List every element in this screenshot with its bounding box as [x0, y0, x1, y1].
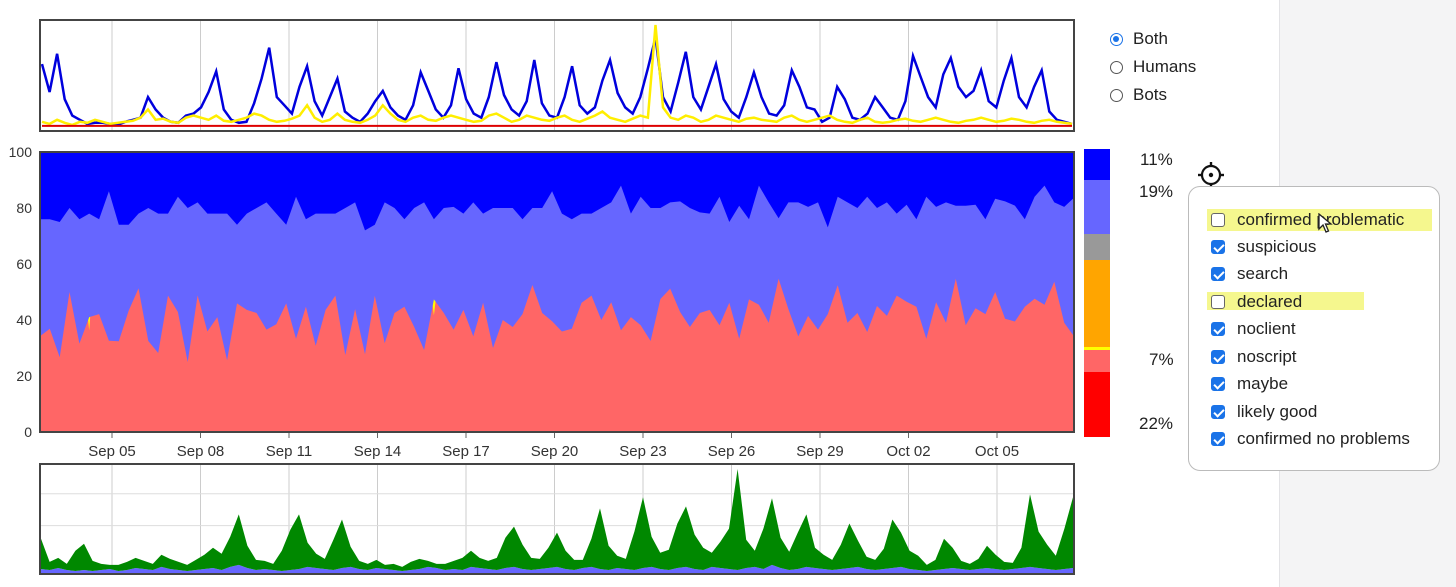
x-tick-label: Sep 14 — [354, 443, 402, 460]
radio-humans[interactable] — [1110, 60, 1123, 74]
x-tick-label: Sep 05 — [88, 443, 136, 460]
legend-pct-2: 19% — [1139, 182, 1174, 201]
y-tick-label: 40 — [16, 312, 32, 328]
bot-series-area — [41, 564, 1073, 573]
radio-bots[interactable] — [1110, 88, 1123, 102]
view-toggle: Both Humans Bots — [1110, 25, 1196, 109]
mid-chart-frame — [39, 151, 1075, 433]
radio-row-both[interactable]: Both — [1110, 25, 1196, 53]
mid-series-area — [40, 152, 1074, 362]
radio-label-both: Both — [1133, 29, 1168, 48]
highlight-declared — [1207, 292, 1364, 310]
filter-noscript[interactable]: noscript — [1211, 345, 1297, 369]
y-tick-label: 80 — [16, 200, 32, 216]
radio-label-humans: Humans — [1133, 57, 1197, 76]
checkbox-confirmed-no-problems[interactable] — [1211, 432, 1225, 446]
radio-label-bots: Bots — [1133, 85, 1168, 104]
mid-series-area — [40, 152, 1074, 231]
top-series-line — [41, 24, 1073, 127]
legend-pct-4: 22% — [1139, 414, 1174, 433]
filter-confirmed-no-problems[interactable]: confirmed no problems — [1211, 427, 1410, 451]
x-tick-label: Oct 05 — [975, 443, 1019, 460]
radio-row-bots[interactable]: Bots — [1110, 81, 1196, 109]
x-tick-label: Oct 02 — [886, 443, 930, 460]
filter-declared[interactable]: declared — [1211, 290, 1302, 314]
checkbox-likely-good[interactable] — [1211, 405, 1225, 419]
filter-noclient[interactable]: noclient — [1211, 317, 1296, 341]
x-tick-label: Sep 11 — [266, 443, 312, 460]
filter-label: suspicious — [1237, 237, 1317, 256]
top-chart-frame — [39, 19, 1075, 132]
legend-band — [1084, 350, 1110, 372]
y-tick-label: 60 — [16, 256, 32, 272]
filter-label: confirmed no problems — [1237, 429, 1410, 448]
x-tick-label: Sep 20 — [531, 443, 579, 460]
x-tick-label: Sep 23 — [619, 443, 667, 460]
middle-stacked-chart: 0 20 40 60 80 100 Sep 05 Sep 08 Sep 11 Sep 14 Sep … — [9, 144, 1075, 460]
filter-panel: confirmed problematic suspicious search … — [1188, 186, 1440, 471]
x-tick-label: Sep 26 — [708, 443, 756, 460]
y-tick-label: 20 — [16, 368, 32, 384]
filter-suspicious[interactable]: suspicious — [1211, 235, 1316, 259]
legend-band — [1084, 149, 1110, 180]
radio-both[interactable] — [1110, 32, 1123, 46]
checkbox-noclient[interactable] — [1211, 322, 1225, 336]
legend-band — [1084, 347, 1110, 350]
top-traffic-chart — [39, 19, 1075, 132]
checkbox-search[interactable] — [1211, 267, 1225, 281]
checkbox-declared[interactable] — [1211, 295, 1225, 309]
legend-band — [1084, 234, 1110, 260]
checkbox-maybe[interactable] — [1211, 377, 1225, 391]
bot-chart-frame — [39, 463, 1075, 575]
checkbox-confirmed-problematic[interactable] — [1211, 213, 1225, 227]
legend-band — [1084, 180, 1110, 234]
mouse-cursor-icon — [1318, 213, 1333, 233]
filter-search[interactable]: search — [1211, 262, 1288, 286]
gear-icon[interactable] — [1196, 160, 1226, 190]
y-tick-label: 100 — [9, 144, 33, 160]
legend-pct-3: 7% — [1149, 350, 1174, 369]
y-tick-label: 0 — [24, 424, 32, 440]
filter-label: noclient — [1237, 319, 1296, 338]
filter-label: maybe — [1237, 374, 1289, 393]
legend-band — [1084, 372, 1110, 437]
filter-label: likely good — [1237, 402, 1318, 421]
bot-series-area — [41, 469, 1073, 571]
checkbox-suspicious[interactable] — [1211, 240, 1225, 254]
checkbox-noscript[interactable] — [1211, 350, 1225, 364]
x-tick-label: Sep 17 — [442, 443, 490, 460]
color-legend-bar — [1084, 149, 1110, 437]
radio-row-humans[interactable]: Humans — [1110, 53, 1196, 81]
x-tick-label: Sep 29 — [796, 443, 844, 460]
legend-pct-1: 11% — [1140, 150, 1173, 169]
filter-label: noscript — [1237, 347, 1297, 366]
filter-label: search — [1237, 264, 1289, 283]
x-tick-label: Sep 08 — [177, 443, 225, 460]
filter-label: declared — [1237, 292, 1303, 311]
filter-likely-good[interactable]: likely good — [1211, 400, 1317, 424]
bottom-traffic-chart — [39, 463, 1075, 575]
legend-band — [1084, 260, 1110, 347]
filter-maybe[interactable]: maybe — [1211, 372, 1288, 396]
filter-confirmed-problematic[interactable]: confirmed problematic — [1211, 208, 1404, 232]
